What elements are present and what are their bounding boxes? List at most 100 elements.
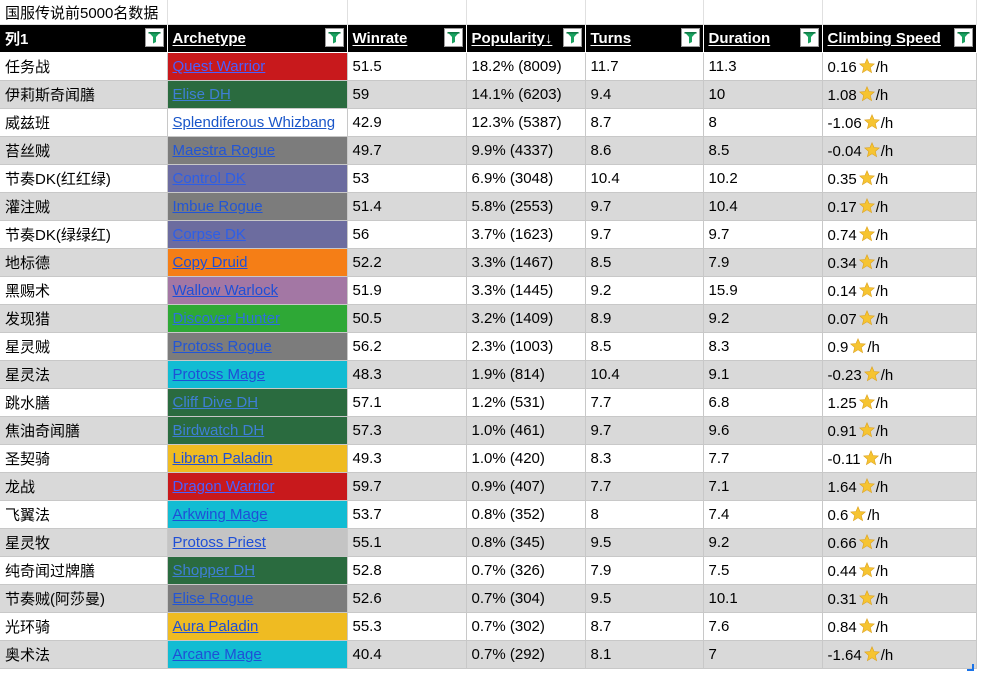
- turns-cell[interactable]: 10.4: [585, 164, 704, 193]
- archetype-cell[interactable]: Discover Hunter: [167, 304, 348, 333]
- duration-cell[interactable]: 10.4: [703, 192, 823, 221]
- duration-cell[interactable]: 8.5: [703, 136, 823, 165]
- popularity-cell[interactable]: 0.8% (352): [466, 500, 586, 529]
- winrate-cell[interactable]: 56: [347, 220, 467, 249]
- winrate-cell[interactable]: 55.1: [347, 528, 467, 557]
- turns-cell[interactable]: 8.1: [585, 640, 704, 669]
- duration-cell[interactable]: 7: [703, 640, 823, 669]
- climbing-speed-cell[interactable]: -0.11/h: [822, 444, 977, 473]
- class-name-cell[interactable]: 伊莉斯奇闻膳: [0, 80, 168, 109]
- popularity-cell[interactable]: 3.3% (1445): [466, 276, 586, 305]
- class-name-cell[interactable]: 奥术法: [0, 640, 168, 669]
- archetype-link[interactable]: Maestra Rogue: [172, 142, 276, 159]
- archetype-cell[interactable]: Libram Paladin: [167, 444, 348, 473]
- turns-cell[interactable]: 9.5: [585, 528, 704, 557]
- winrate-cell[interactable]: 49.3: [347, 444, 467, 473]
- turns-cell[interactable]: 7.7: [585, 472, 704, 501]
- turns-cell[interactable]: 7.7: [585, 388, 704, 417]
- duration-cell[interactable]: 7.5: [703, 556, 823, 585]
- climbing-speed-cell[interactable]: 0.17/h: [822, 192, 977, 221]
- popularity-cell[interactable]: 12.3% (5387): [466, 108, 586, 137]
- class-name-cell[interactable]: 焦油奇闻膳: [0, 416, 168, 445]
- climbing-speed-cell[interactable]: -1.64/h: [822, 640, 977, 669]
- filter-icon[interactable]: [680, 28, 700, 47]
- class-name-cell[interactable]: 节奏贼(阿莎曼): [0, 584, 168, 613]
- winrate-cell[interactable]: 57.1: [347, 388, 467, 417]
- popularity-cell[interactable]: 0.7% (304): [466, 584, 586, 613]
- archetype-cell[interactable]: Splendiferous Whizbang: [167, 108, 348, 137]
- turns-cell[interactable]: 9.2: [585, 276, 704, 305]
- climbing-speed-cell[interactable]: 1.25/h: [822, 388, 977, 417]
- class-name-cell[interactable]: 节奏DK(绿绿红): [0, 220, 168, 249]
- archetype-link[interactable]: Elise DH: [172, 86, 231, 103]
- archetype-link[interactable]: Protoss Rogue: [172, 338, 272, 355]
- winrate-cell[interactable]: 52.2: [347, 248, 467, 277]
- header-duration[interactable]: Duration: [703, 24, 823, 53]
- popularity-cell[interactable]: 0.7% (292): [466, 640, 586, 669]
- filter-icon[interactable]: [799, 28, 819, 47]
- climbing-speed-cell[interactable]: 0.91/h: [822, 416, 977, 445]
- duration-cell[interactable]: 9.7: [703, 220, 823, 249]
- turns-cell[interactable]: 8.5: [585, 248, 704, 277]
- turns-cell[interactable]: 8.7: [585, 108, 704, 137]
- archetype-link[interactable]: Aura Paladin: [172, 618, 259, 635]
- winrate-cell[interactable]: 52.8: [347, 556, 467, 585]
- turns-cell[interactable]: 8: [585, 500, 704, 529]
- archetype-link[interactable]: Corpse DK: [172, 226, 246, 243]
- turns-cell[interactable]: 8.5: [585, 332, 704, 361]
- duration-cell[interactable]: 15.9: [703, 276, 823, 305]
- popularity-cell[interactable]: 1.0% (461): [466, 416, 586, 445]
- climbing-speed-cell[interactable]: 0.9/h: [822, 332, 977, 361]
- climbing-speed-cell[interactable]: 1.64/h: [822, 472, 977, 501]
- popularity-cell[interactable]: 5.8% (2553): [466, 192, 586, 221]
- empty-cell[interactable]: [703, 0, 823, 25]
- table-resize-handle[interactable]: [967, 664, 974, 671]
- filter-icon[interactable]: [562, 28, 582, 47]
- archetype-link[interactable]: Arcane Mage: [172, 646, 262, 663]
- filter-icon[interactable]: [324, 28, 344, 47]
- class-name-cell[interactable]: 苔丝贼: [0, 136, 168, 165]
- class-name-cell[interactable]: 任务战: [0, 52, 168, 81]
- winrate-cell[interactable]: 57.3: [347, 416, 467, 445]
- turns-cell[interactable]: 9.5: [585, 584, 704, 613]
- class-name-cell[interactable]: 威兹班: [0, 108, 168, 137]
- winrate-cell[interactable]: 51.9: [347, 276, 467, 305]
- archetype-cell[interactable]: Copy Druid: [167, 248, 348, 277]
- popularity-cell[interactable]: 3.2% (1409): [466, 304, 586, 333]
- archetype-cell[interactable]: Arcane Mage: [167, 640, 348, 669]
- archetype-link[interactable]: Protoss Priest: [172, 534, 266, 551]
- class-name-cell[interactable]: 发现猎: [0, 304, 168, 333]
- archetype-cell[interactable]: Shopper DH: [167, 556, 348, 585]
- filter-icon[interactable]: [144, 28, 164, 47]
- winrate-cell[interactable]: 55.3: [347, 612, 467, 641]
- winrate-cell[interactable]: 51.4: [347, 192, 467, 221]
- header-popularity[interactable]: Popularity↓: [466, 24, 586, 53]
- climbing-speed-cell[interactable]: 0.34/h: [822, 248, 977, 277]
- class-name-cell[interactable]: 纯奇闻过牌膳: [0, 556, 168, 585]
- popularity-cell[interactable]: 1.9% (814): [466, 360, 586, 389]
- popularity-cell[interactable]: 3.7% (1623): [466, 220, 586, 249]
- duration-cell[interactable]: 7.1: [703, 472, 823, 501]
- climbing-speed-cell[interactable]: 0.35/h: [822, 164, 977, 193]
- class-name-cell[interactable]: 节奏DK(红红绿): [0, 164, 168, 193]
- archetype-link[interactable]: Wallow Warlock: [172, 282, 279, 299]
- duration-cell[interactable]: 7.6: [703, 612, 823, 641]
- duration-cell[interactable]: 6.8: [703, 388, 823, 417]
- archetype-cell[interactable]: Protoss Priest: [167, 528, 348, 557]
- empty-cell[interactable]: [585, 0, 704, 25]
- popularity-cell[interactable]: 3.3% (1467): [466, 248, 586, 277]
- archetype-link[interactable]: Splendiferous Whizbang: [172, 114, 336, 131]
- winrate-cell[interactable]: 53.7: [347, 500, 467, 529]
- class-name-cell[interactable]: 星灵牧: [0, 528, 168, 557]
- archetype-link[interactable]: Libram Paladin: [172, 450, 273, 467]
- class-name-cell[interactable]: 飞翼法: [0, 500, 168, 529]
- archetype-link[interactable]: Shopper DH: [172, 562, 256, 579]
- archetype-link[interactable]: Dragon Warrior: [172, 478, 275, 495]
- duration-cell[interactable]: 9.1: [703, 360, 823, 389]
- duration-cell[interactable]: 9.2: [703, 528, 823, 557]
- class-name-cell[interactable]: 光环骑: [0, 612, 168, 641]
- archetype-link[interactable]: Discover Hunter: [172, 310, 281, 327]
- winrate-cell[interactable]: 51.5: [347, 52, 467, 81]
- duration-cell[interactable]: 7.7: [703, 444, 823, 473]
- popularity-cell[interactable]: 14.1% (6203): [466, 80, 586, 109]
